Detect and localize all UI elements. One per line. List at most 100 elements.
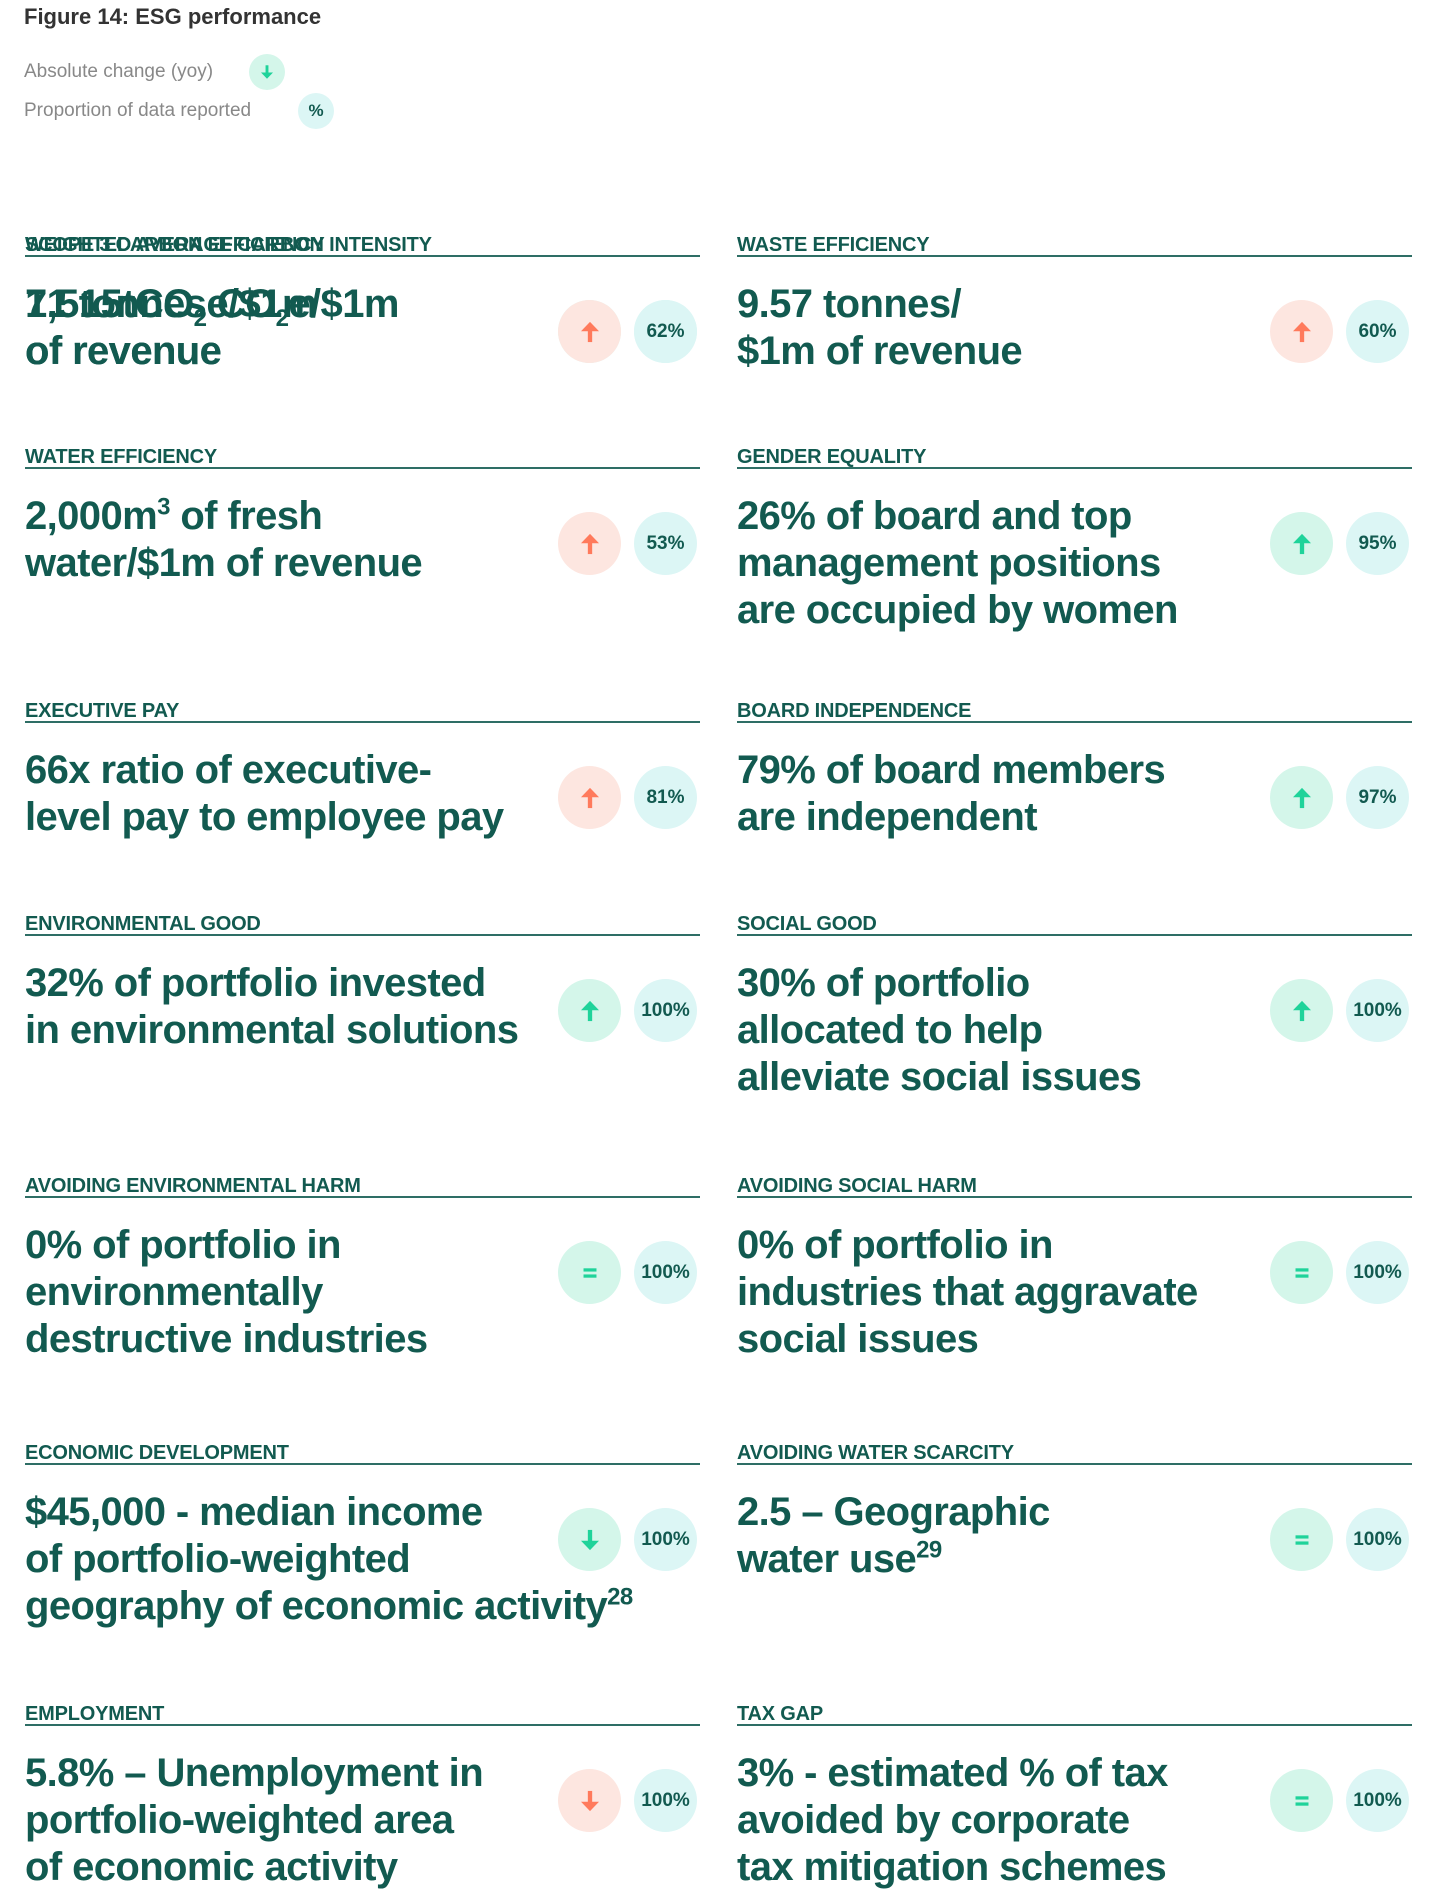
value-line: of portfolio-weighted: [25, 1536, 633, 1583]
change-badge: [1270, 512, 1333, 575]
change-badge: [1270, 979, 1333, 1042]
value-line: water use29: [737, 1536, 1050, 1583]
metric-value: 1,515tCO2e/$1m of revenue: [25, 281, 317, 375]
value-text: level pay to employee pay: [25, 795, 504, 839]
divider: [737, 1196, 1412, 1198]
change-icon: [1295, 1795, 1308, 1806]
value-text: of revenue: [25, 329, 222, 373]
change-badge: [558, 512, 621, 575]
value-text: 2.5 – Geographic: [737, 1490, 1050, 1534]
metric-value: 5.8% – Unemployment in portfolio-weighted…: [25, 1750, 484, 1891]
reported-badge: 60%: [1346, 300, 1409, 363]
reported-badge: 100%: [634, 979, 697, 1042]
change-icon: [1295, 1267, 1308, 1278]
value-line: water/$1m of revenue: [25, 540, 423, 587]
metric-value: 66x ratio of executive-level pay to empl…: [25, 747, 504, 841]
reported-badge: 100%: [1346, 979, 1409, 1042]
change-icon: [580, 787, 599, 808]
metric-label: TAX GAP: [737, 1703, 824, 1725]
reported-badge: 53%: [634, 512, 697, 575]
value-line: are independent: [737, 794, 1165, 841]
reported-badge: 95%: [1346, 512, 1409, 575]
value-line: 1,515tCO2e/$1m: [25, 281, 317, 331]
reported-badge: 100%: [634, 1508, 697, 1571]
value-line: 0% of portfolio in: [737, 1222, 1198, 1269]
change-badge: [558, 766, 621, 829]
value-line: geography of economic activity28: [25, 1583, 633, 1630]
value-text: alleviate social issues: [737, 1055, 1142, 1099]
metric-label: WEIGHTED AVERAGE CARBON INTENSITY: [25, 234, 432, 256]
metric-value: 2,000m3 of fresh water/$1m of revenue: [25, 493, 423, 587]
value-text: avoided by corporate: [737, 1798, 1130, 1842]
change-badge: [1270, 1508, 1333, 1571]
value-text: industries that aggravate: [737, 1270, 1198, 1314]
change-icon: [580, 533, 599, 554]
value-line: of economic activity: [25, 1844, 483, 1891]
value-text: 71 tonnes CO: [25, 282, 276, 326]
value-line: 2.5 – Geographic: [737, 1489, 1050, 1536]
metric-label: ECONOMIC DEVELOPMENT: [25, 1442, 289, 1464]
value-text: 26% of board and top: [737, 494, 1132, 538]
value-line: of revenue: [25, 328, 317, 375]
metric-value: 79% of board members are independent: [737, 747, 1166, 841]
reported-badge: 100%: [1346, 1241, 1409, 1304]
reported-badge: 62%: [634, 300, 697, 363]
change-badge: [558, 1241, 621, 1304]
divider: [737, 1463, 1412, 1465]
value-text: 0% of portfolio in: [737, 1223, 1053, 1267]
figure-title: Figure 14: ESG performance: [24, 4, 322, 29]
change-icon: [261, 65, 273, 79]
metric-label: AVOIDING WATER SCARCITY: [737, 1442, 1014, 1464]
metric-value: 9.57 tonnes/$1m of revenue: [737, 281, 1023, 375]
value-line: $45,000 - median income: [25, 1489, 633, 1536]
metric-label: EXECUTIVE PAY: [25, 700, 180, 722]
value-text: 3% - estimated % of tax: [737, 1751, 1168, 1795]
value-line: 5.8% – Unemployment in: [25, 1750, 484, 1797]
value-text: 5.8% – Unemployment in: [25, 1751, 484, 1795]
change-badge: [558, 979, 621, 1042]
metric-label: AVOIDING ENVIRONMENTAL HARM: [25, 1175, 361, 1197]
value-text: 2: [193, 305, 207, 332]
change-badge: [558, 1769, 621, 1832]
change-badge: [558, 1508, 621, 1571]
value-text: 30% of portfolio: [737, 961, 1030, 1005]
value-text: 3: [157, 493, 170, 521]
metric-label: GENDER EQUALITY: [737, 446, 927, 468]
value-text: $1m of revenue: [737, 329, 1023, 373]
value-line: 32% of portfolio invested: [25, 960, 518, 1007]
divider: [25, 1724, 700, 1726]
value-line: social issues: [737, 1316, 1198, 1363]
metric-label: ENVIRONMENTAL GOOD: [25, 913, 261, 935]
value-text: water/$1m of revenue: [25, 541, 423, 585]
metric-value: $45,000 - median income of portfolio-weig…: [25, 1489, 633, 1630]
value-text: destructive industries: [25, 1317, 428, 1361]
divider: [25, 1196, 700, 1198]
metric-value: 2.5 – Geographic water use29: [737, 1489, 1050, 1583]
value-text: $45,000 - median income: [25, 1490, 483, 1534]
change-icon: [580, 1000, 599, 1021]
value-line: tax mitigation schemes: [737, 1844, 1168, 1891]
divider: [737, 255, 1412, 257]
value-text: are occupied by women: [737, 588, 1178, 632]
legend-proportion: Proportion of data reported: [24, 100, 252, 121]
divider: [25, 255, 700, 257]
change-icon: [583, 1267, 596, 1278]
metric-label: WATER EFFICIENCY: [25, 446, 217, 468]
reported-badge: 100%: [1346, 1769, 1409, 1832]
metric-value: 71 tonnes CO2e/$1m of revenue: [25, 281, 399, 375]
change-icon: [580, 321, 599, 342]
value-text: 1,515tCO: [25, 282, 194, 326]
metric-label: AVOIDING SOCIAL HARM: [737, 1175, 977, 1197]
value-line: 79% of board members: [737, 747, 1166, 794]
value-line: alleviate social issues: [737, 1054, 1142, 1101]
value-line: 3% - estimated % of tax: [737, 1750, 1168, 1797]
metric-value: 0% of portfolio in industries that aggrav…: [737, 1222, 1198, 1363]
metric-value: 0% of portfolio in environmentally destruc…: [25, 1222, 428, 1363]
divider: [25, 934, 700, 936]
value-line: 2,000m3 of fresh: [25, 493, 422, 540]
value-line: 9.57 tonnes/: [737, 281, 1022, 328]
divider: [737, 1724, 1412, 1726]
reported-badge: 100%: [634, 1769, 697, 1832]
value-line: management positions: [737, 540, 1178, 587]
